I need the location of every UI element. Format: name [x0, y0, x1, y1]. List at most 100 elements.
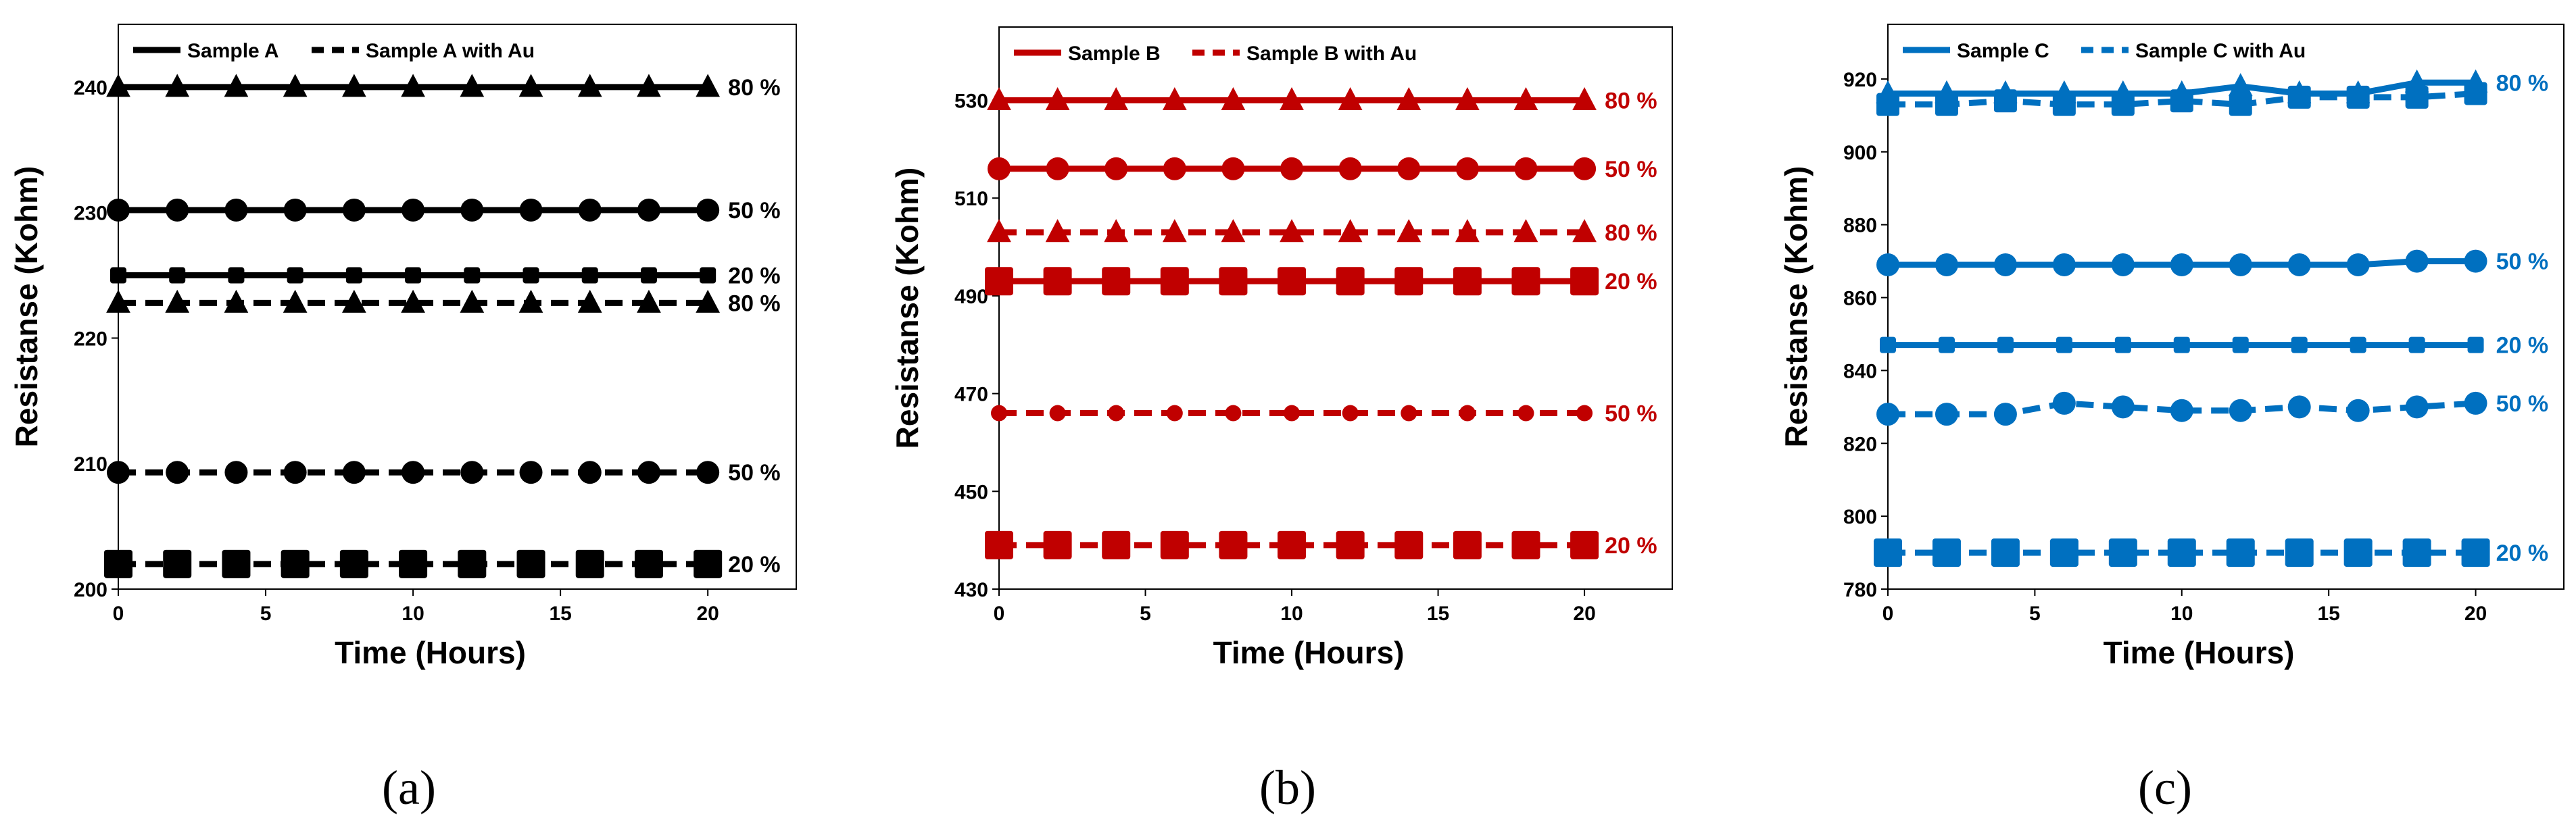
data-point: [2287, 395, 2311, 419]
data-point: [2170, 399, 2193, 422]
data-point: [2350, 336, 2366, 353]
data-point: [224, 74, 249, 97]
data-point: [1935, 403, 1958, 426]
data-label: 50 %: [1605, 401, 1657, 427]
x-tick-label: 5: [1140, 603, 1151, 625]
data-point: [1278, 530, 1307, 559]
data-point: [1396, 219, 1421, 243]
data-point: [1049, 405, 1066, 422]
x-tick-label: 20: [2464, 603, 2487, 625]
data-point: [2167, 538, 2196, 567]
data-point: [2170, 253, 2193, 276]
y-tick-label: 860: [1843, 288, 1877, 310]
data-point: [1876, 403, 1899, 426]
data-point: [460, 74, 485, 97]
data-point: [1338, 219, 1363, 243]
data-point: [222, 549, 251, 578]
data-point: [106, 74, 130, 97]
data-point: [228, 267, 245, 284]
y-tick-label: 470: [954, 384, 988, 406]
data-point: [2287, 253, 2311, 276]
data-point: [402, 198, 425, 222]
data-point: [1045, 86, 1070, 110]
data-point: [696, 461, 720, 484]
x-tick-label: 10: [2170, 603, 2193, 625]
data-point: [696, 289, 721, 313]
data-point: [1225, 405, 1242, 422]
data-point: [342, 461, 366, 484]
data-point: [987, 86, 1011, 110]
data-label: 50 %: [2496, 391, 2549, 417]
data-label: 80 %: [1605, 220, 1657, 246]
y-tick-label: 800: [1843, 506, 1877, 528]
data-point: [107, 461, 130, 484]
data-point: [1219, 267, 1248, 296]
data-point: [283, 74, 308, 97]
data-point: [2291, 336, 2308, 353]
panel-label: (c): [2138, 761, 2192, 815]
series-sample-c-20: 20 %: [1880, 333, 2548, 359]
data-point: [1221, 157, 1245, 180]
data-point: [287, 267, 303, 284]
y-axis-title: Resistanse (Kohm): [9, 166, 44, 448]
data-point: [1991, 538, 2020, 567]
data-point: [460, 289, 485, 313]
x-axis-title: Time (Hours): [335, 635, 526, 670]
data-point: [1514, 157, 1538, 180]
data-point: [1459, 405, 1476, 422]
data-point: [1104, 157, 1128, 180]
series-sample-b-with-au-50: 50 %: [991, 401, 1657, 427]
panel-c: 780 800 820 840 860 880 900 920 0 5 10 15 20 Time (Ho…: [1778, 24, 2565, 815]
data-point: [694, 549, 723, 578]
data-point: [1938, 336, 1955, 353]
data-point: [637, 198, 660, 222]
data-label: 20 %: [1605, 269, 1657, 295]
legend-entry: Sample C: [1957, 40, 2049, 62]
data-point: [1046, 157, 1069, 180]
data-point: [1993, 253, 2017, 276]
x-tick-label: 0: [1882, 603, 1894, 625]
data-point: [1397, 157, 1421, 180]
data-point: [1876, 253, 1899, 276]
data-point: [402, 461, 425, 484]
data-point: [1997, 336, 2014, 353]
data-point: [523, 267, 539, 284]
series-sample-a-with-au-80: 80 %: [106, 289, 781, 316]
data-point: [339, 549, 368, 578]
data-point: [637, 461, 660, 484]
series-sample-b-50: 50 %: [988, 157, 1657, 182]
x-tick-label: 15: [1427, 603, 1449, 625]
data-point: [224, 198, 248, 222]
data-point: [578, 198, 602, 222]
series-sample-a-20: 20 %: [110, 263, 781, 289]
data-point: [2114, 336, 2131, 353]
data-point: [1876, 93, 1899, 116]
data-point: [165, 289, 190, 313]
data-point: [1455, 157, 1479, 180]
data-label: 50 %: [728, 460, 781, 486]
data-point: [2346, 85, 2370, 109]
data-point: [1935, 93, 1958, 116]
data-point: [985, 267, 1013, 296]
data-point: [2229, 253, 2252, 276]
data-point: [575, 549, 604, 578]
plot-frame: [118, 24, 797, 590]
y-axis-title: Resistanse (Kohm): [890, 168, 925, 449]
y-tick-label: 780: [1843, 579, 1877, 601]
data-point: [163, 549, 192, 578]
legend-entry: Sample A: [187, 40, 279, 62]
legend-entry: Sample A with Au: [366, 40, 535, 62]
data-point: [399, 549, 428, 578]
data-point: [1394, 530, 1424, 559]
data-point: [166, 461, 189, 484]
data-point: [2402, 538, 2431, 567]
panel-label: (a): [382, 761, 436, 815]
data-point: [1338, 157, 1362, 180]
y-tick-label: 200: [74, 579, 107, 601]
data-point: [1880, 336, 1896, 353]
y-tick-label: 490: [954, 286, 988, 308]
data-point: [1513, 86, 1538, 110]
data-point: [2232, 336, 2249, 353]
data-point: [464, 267, 481, 284]
